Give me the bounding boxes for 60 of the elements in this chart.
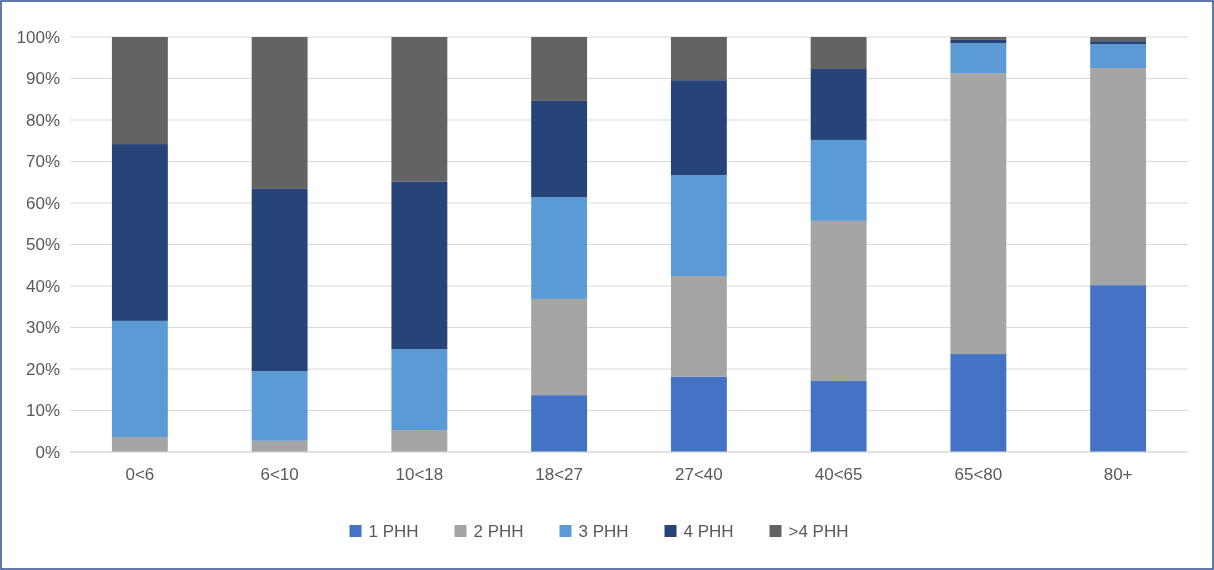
- x-tick-label: 10<18: [395, 465, 444, 484]
- legend-label: >4 PHH: [788, 522, 849, 541]
- y-tick-label: 50%: [25, 235, 60, 255]
- bar: [810, 220, 867, 382]
- bar: [391, 37, 448, 182]
- bar: [1090, 41, 1147, 45]
- bar: [531, 37, 588, 101]
- bar: [111, 320, 168, 438]
- bar: [950, 37, 1007, 40]
- x-tick-label: 18<27: [535, 465, 583, 484]
- y-tick-label: 10%: [25, 401, 60, 421]
- x-tick-label: 27<40: [675, 465, 723, 484]
- legend-label: 4 PHH: [683, 522, 734, 541]
- bar: [1090, 285, 1147, 452]
- x-tick-label: 0<6: [125, 465, 155, 484]
- y-tick-label: 0%: [35, 442, 60, 462]
- bar: [111, 437, 168, 452]
- x-tick-label: 6<10: [260, 465, 299, 484]
- bar: [251, 188, 308, 372]
- bar: [251, 371, 308, 441]
- bar: [670, 37, 727, 81]
- bar: [111, 37, 168, 145]
- legend-label: 3 PHH: [578, 522, 629, 541]
- bar: [1090, 37, 1147, 42]
- y-tick-label: 60%: [25, 193, 60, 213]
- bar: [950, 73, 1007, 355]
- y-tick-label: 90%: [25, 69, 60, 89]
- y-tick-label: 20%: [25, 359, 60, 379]
- y-tick-label: 70%: [25, 152, 60, 172]
- legend-label: 2 PHH: [473, 522, 524, 541]
- bar: [391, 349, 448, 431]
- bar: [950, 43, 1007, 74]
- bar: [670, 276, 727, 377]
- bar: [810, 68, 867, 140]
- y-tick-label: 30%: [25, 318, 60, 338]
- bar: [531, 197, 588, 299]
- bar: [810, 381, 867, 452]
- bar: [670, 376, 727, 452]
- bar: [1090, 68, 1147, 286]
- legend-label: 1 PHH: [368, 522, 419, 541]
- bar: [531, 298, 588, 396]
- bar: [391, 181, 448, 350]
- y-tick-label: 100%: [16, 27, 60, 47]
- bar: [950, 354, 1007, 452]
- y-tick-label: 40%: [25, 276, 60, 296]
- bar: [670, 175, 727, 277]
- y-tick-label: 80%: [25, 110, 60, 130]
- bar: [531, 395, 588, 452]
- bar: [670, 80, 727, 176]
- bar: [810, 37, 867, 69]
- bar: [111, 144, 168, 321]
- bar: [950, 39, 1007, 44]
- x-tick-label: 80+: [1103, 465, 1133, 484]
- x-tick-label: 65<80: [954, 465, 1003, 484]
- bar: [391, 430, 448, 452]
- bar: [1090, 44, 1147, 69]
- bar: [531, 100, 588, 198]
- bar: [810, 139, 867, 221]
- x-tick-label: 40<65: [814, 465, 863, 484]
- bar: [251, 37, 308, 189]
